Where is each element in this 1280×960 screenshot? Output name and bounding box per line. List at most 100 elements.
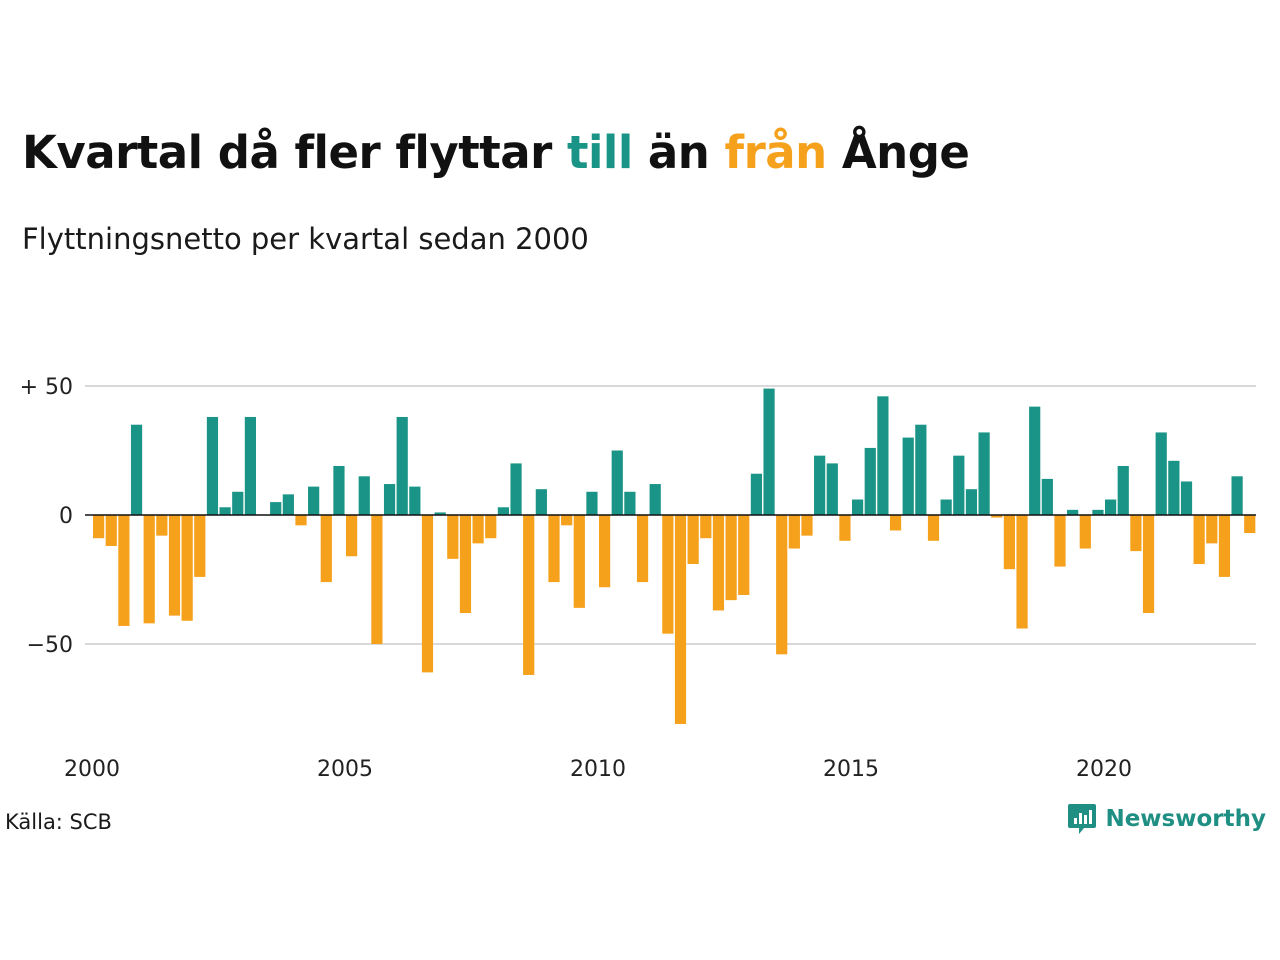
bar (1193, 515, 1205, 565)
bar (168, 515, 181, 616)
bar (864, 447, 876, 515)
bar (1067, 509, 1079, 515)
brand-name: Newsworthy (1105, 806, 1266, 832)
bar (497, 507, 509, 515)
bar (1041, 478, 1053, 515)
bar (788, 515, 800, 549)
bar (1054, 515, 1066, 567)
bar (459, 515, 472, 614)
x-tick-label: 2015 (823, 757, 879, 782)
bar (206, 416, 219, 515)
bar (700, 515, 712, 539)
bar (194, 515, 206, 577)
x-tick-label: 2005 (317, 757, 373, 782)
title-part: än (632, 126, 725, 179)
bar (586, 491, 598, 515)
source-label: Källa: SCB (5, 810, 112, 834)
bar (105, 515, 117, 546)
bar (1142, 515, 1155, 614)
bar (1079, 515, 1091, 549)
bar (889, 515, 902, 531)
axis-layer: + 50 0 −50 2000 2005 2010 2015 2020 (20, 375, 1256, 782)
bar (346, 515, 358, 557)
bar (750, 473, 762, 515)
bar (548, 515, 560, 583)
bar (295, 515, 307, 526)
bar (902, 437, 914, 515)
bar (383, 484, 396, 515)
bar (561, 515, 573, 526)
title-part: Kvartal då fler flyttar (22, 126, 567, 179)
bar (244, 416, 256, 515)
bar (1003, 515, 1015, 570)
bar (371, 515, 383, 644)
bar (523, 515, 535, 675)
bar (814, 455, 826, 515)
bar (333, 465, 345, 515)
bar (940, 499, 952, 515)
grid-layer (85, 385, 1256, 645)
bar (991, 515, 1003, 518)
bar (270, 502, 282, 515)
bar-layer (93, 388, 1256, 724)
bar (143, 515, 155, 624)
bar (687, 515, 699, 565)
bar (624, 491, 636, 515)
bar (1231, 476, 1243, 515)
bar (953, 455, 965, 515)
bar (915, 424, 927, 515)
bar (320, 515, 332, 583)
bar (282, 494, 294, 515)
bar (358, 476, 370, 515)
bar (1244, 515, 1256, 534)
bar (485, 515, 497, 539)
bar (738, 515, 750, 595)
bar (421, 515, 434, 673)
bar (181, 515, 193, 621)
bar (396, 416, 408, 515)
bar (1092, 509, 1104, 515)
bar (877, 396, 889, 515)
bar (232, 491, 244, 515)
bar (839, 515, 851, 541)
bar (636, 515, 649, 583)
title-part: Ånge (826, 126, 970, 179)
bar (662, 515, 674, 634)
x-tick-label: 2020 (1076, 757, 1132, 782)
bar (447, 515, 459, 559)
bar-chart: + 50 0 −50 2000 2005 2010 2015 2020 (20, 375, 1256, 782)
bar (1016, 515, 1028, 629)
bar (130, 424, 143, 515)
bar (1029, 406, 1041, 515)
bar (1130, 515, 1142, 552)
bar (118, 515, 130, 626)
title-part: från (724, 126, 828, 179)
x-tick-label: 2000 (64, 757, 120, 782)
y-tick-label: + 50 (20, 375, 73, 400)
bar (535, 489, 547, 515)
chart-subtitle: Flyttningsnetto per kvartal sedan 2000 (22, 222, 589, 256)
bar (674, 515, 687, 724)
bar (852, 499, 864, 515)
bar (308, 486, 320, 515)
bar (649, 484, 661, 515)
newsworthy-logo-icon (1068, 804, 1097, 834)
bar (510, 463, 522, 515)
bar (219, 507, 231, 515)
title-part: till (566, 126, 633, 179)
bar (573, 515, 585, 608)
bar (826, 463, 838, 515)
bar (156, 515, 168, 536)
bar (472, 515, 484, 544)
bar (1180, 481, 1193, 515)
brand-logo: Newsworthy (1067, 802, 1266, 836)
bar (978, 432, 990, 515)
chart-title: Kvartal då fler flyttar till än från Ång… (22, 126, 970, 179)
bar (409, 486, 421, 515)
bar (776, 515, 788, 655)
bar (1218, 515, 1231, 577)
bar (434, 512, 446, 515)
bar (611, 450, 623, 515)
bar (725, 515, 737, 601)
y-tick-label: 0 (59, 504, 73, 529)
